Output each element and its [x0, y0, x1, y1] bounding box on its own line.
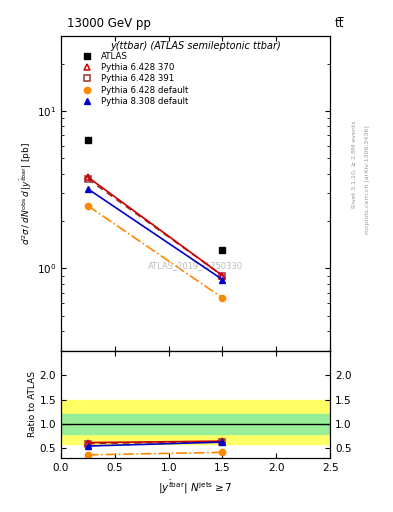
- Y-axis label: $d^2\sigma\,/\,dN^{\rm obs}\,d\,|y^{\bar{t}\rm bar}|$ [pb]: $d^2\sigma\,/\,dN^{\rm obs}\,d\,|y^{\bar…: [18, 142, 34, 245]
- Text: 13000 GeV pp: 13000 GeV pp: [67, 17, 151, 30]
- Pythia 6.428 370: [86, 174, 90, 180]
- Line: Pythia 6.428 370: Pythia 6.428 370: [84, 174, 226, 279]
- Bar: [61, 414, 330, 434]
- Pythia 6.428 default: [220, 295, 225, 301]
- Pythia 6.428 391: [220, 272, 225, 279]
- Legend: ATLAS, Pythia 6.428 370, Pythia 6.428 391, Pythia 6.428 default, Pythia 8.308 de: ATLAS, Pythia 6.428 370, Pythia 6.428 39…: [73, 50, 191, 109]
- ATLAS: [220, 247, 225, 253]
- Text: y(ttbar) (ATLAS semileptonic ttbar): y(ttbar) (ATLAS semileptonic ttbar): [110, 40, 281, 51]
- Pythia 6.428 391: [86, 176, 90, 182]
- Text: mcplots.cern.ch [arXiv:1306.3436]: mcplots.cern.ch [arXiv:1306.3436]: [365, 125, 370, 233]
- Text: tt̅: tt̅: [334, 17, 344, 30]
- Line: Pythia 6.428 391: Pythia 6.428 391: [84, 176, 226, 279]
- Bar: [61, 399, 330, 443]
- Text: Rivet 3.1.10, ≥ 2.8M events: Rivet 3.1.10, ≥ 2.8M events: [352, 120, 357, 207]
- Pythia 6.428 370: [220, 272, 225, 279]
- Pythia 6.428 default: [86, 203, 90, 209]
- ATLAS: [86, 137, 90, 143]
- X-axis label: $|y^{\bar{t}\rm bar}|$ $N^{\rm jets} \geq 7$: $|y^{\bar{t}\rm bar}|$ $N^{\rm jets} \ge…: [158, 479, 233, 496]
- Pythia 8.308 default: [86, 186, 90, 192]
- Line: ATLAS: ATLAS: [84, 137, 226, 254]
- Y-axis label: Ratio to ATLAS: Ratio to ATLAS: [28, 372, 37, 437]
- Text: ATLAS_2019_I1750330: ATLAS_2019_I1750330: [148, 261, 243, 270]
- Pythia 8.308 default: [220, 276, 225, 283]
- Line: Pythia 6.428 default: Pythia 6.428 default: [85, 203, 226, 301]
- Line: Pythia 8.308 default: Pythia 8.308 default: [84, 185, 226, 283]
